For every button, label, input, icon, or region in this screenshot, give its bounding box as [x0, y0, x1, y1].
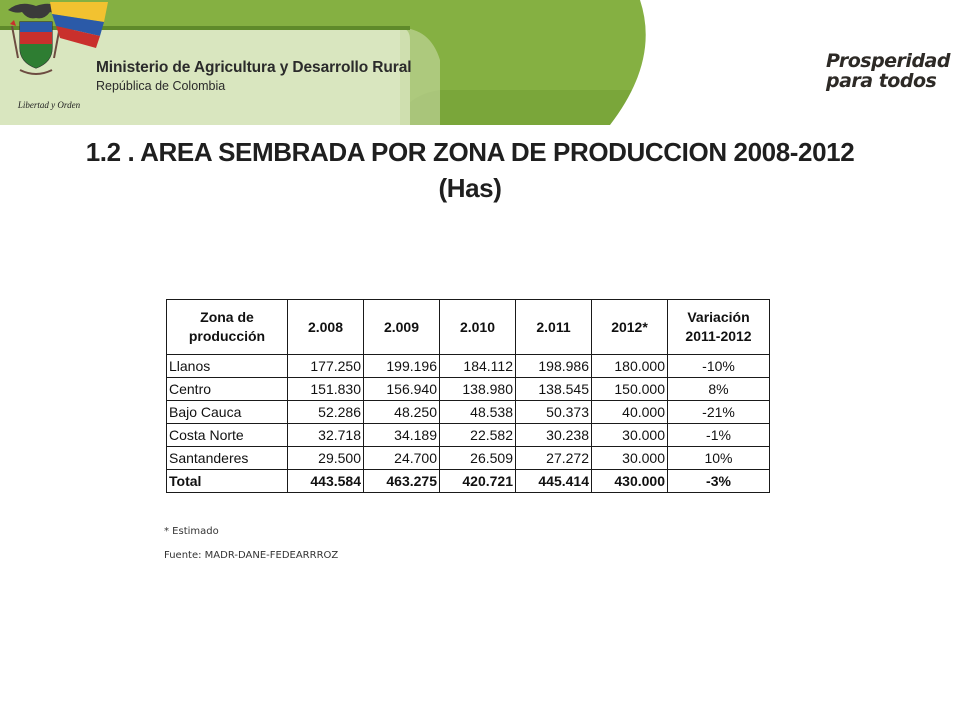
value-cell: 22.582 [439, 423, 516, 447]
zone-cell: Costa Norte [166, 423, 288, 447]
value-cell: 24.700 [363, 446, 440, 470]
value-cell: 184.112 [439, 354, 516, 378]
motto: Libertad y Orden [17, 100, 81, 110]
value-cell: 198.986 [515, 354, 592, 378]
variation-cell: -21% [667, 400, 770, 424]
footnote: * Estimado [164, 526, 219, 537]
header-2010: 2.010 [439, 299, 516, 355]
header-variation: Variación 2011-2012 [667, 299, 770, 355]
total-label: Total [166, 469, 288, 493]
variation-cell: 10% [667, 446, 770, 470]
header-2008: 2.008 [287, 299, 364, 355]
value-cell: 180.000 [591, 354, 668, 378]
table-header-row: Zona de producción 2.008 2.009 2.010 2.0… [166, 299, 770, 355]
value-cell: 48.538 [439, 400, 516, 424]
brand-line-2: para todos [826, 70, 937, 92]
zone-cell: Santanderes [166, 446, 288, 470]
value-cell: 30.238 [515, 423, 592, 447]
total-variation-cell: -3% [667, 469, 770, 493]
value-cell: 27.272 [515, 446, 592, 470]
variation-cell: -10% [667, 354, 770, 378]
total-value-cell: 430.000 [591, 469, 668, 493]
ministry-name: Ministerio de Agricultura y Desarrollo R… [96, 59, 412, 76]
table-row: Bajo Cauca 52.286 48.250 48.538 50.373 4… [166, 400, 770, 424]
header-2011: 2.011 [515, 299, 592, 355]
value-cell: 34.189 [363, 423, 440, 447]
value-cell: 199.196 [363, 354, 440, 378]
zone-cell: Centro [166, 377, 288, 401]
total-value-cell: 420.721 [439, 469, 516, 493]
value-cell: 151.830 [287, 377, 364, 401]
header-band: Libertad y Orden Ministerio de Agricultu… [0, 0, 960, 125]
table-total-row: Total 443.584 463.275 420.721 445.414 43… [166, 469, 770, 493]
table-row: Costa Norte 32.718 34.189 22.582 30.238 … [166, 423, 770, 447]
value-cell: 40.000 [591, 400, 668, 424]
value-cell: 30.000 [591, 423, 668, 447]
value-cell: 29.500 [287, 446, 364, 470]
brand-logo-icon [50, 2, 108, 48]
zone-cell: Bajo Cauca [166, 400, 288, 424]
value-cell: 50.373 [515, 400, 592, 424]
value-cell: 138.980 [439, 377, 516, 401]
total-value-cell: 463.275 [363, 469, 440, 493]
value-cell: 30.000 [591, 446, 668, 470]
table-row: Llanos 177.250 199.196 184.112 198.986 1… [166, 354, 770, 378]
value-cell: 138.545 [515, 377, 592, 401]
value-cell: 150.000 [591, 377, 668, 401]
page-title: 1.2 . AREA SEMBRADA POR ZONA DE PRODUCCI… [20, 134, 920, 206]
area-table: Zona de producción 2.008 2.009 2.010 2.0… [166, 299, 770, 493]
value-cell: 32.718 [287, 423, 364, 447]
header-zone: Zona de producción [166, 299, 288, 355]
republic-name: República de Colombia [96, 79, 226, 93]
total-value-cell: 445.414 [515, 469, 592, 493]
source-note: Fuente: MADR-DANE-FEDEARRROZ [164, 550, 339, 561]
table-row: Centro 151.830 156.940 138.980 138.545 1… [166, 377, 770, 401]
value-cell: 52.286 [287, 400, 364, 424]
variation-cell: 8% [667, 377, 770, 401]
variation-cell: -1% [667, 423, 770, 447]
header-2012: 2012* [591, 299, 668, 355]
brand-line-1: Prosperidad [826, 50, 950, 72]
header-background [0, 0, 960, 125]
total-value-cell: 443.584 [287, 469, 364, 493]
coat-of-arms-icon [8, 3, 64, 75]
zone-cell: Llanos [166, 354, 288, 378]
value-cell: 177.250 [287, 354, 364, 378]
title-line-1: 1.2 . AREA SEMBRADA POR ZONA DE PRODUCCI… [85, 137, 855, 167]
table-row: Santanderes 29.500 24.700 26.509 27.272 … [166, 446, 770, 470]
value-cell: 26.509 [439, 446, 516, 470]
value-cell: 48.250 [363, 400, 440, 424]
header-2009: 2.009 [363, 299, 440, 355]
value-cell: 156.940 [363, 377, 440, 401]
title-line-2: (Has) [438, 173, 502, 203]
